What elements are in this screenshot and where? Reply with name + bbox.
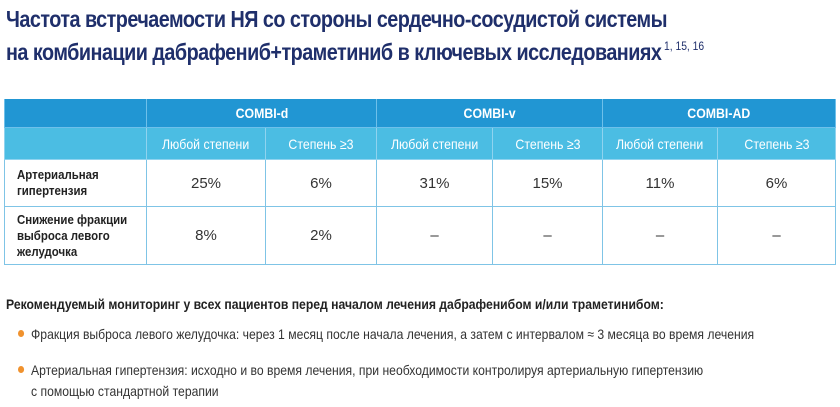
cell: 15% <box>492 159 604 207</box>
cell: – <box>717 206 837 265</box>
table-row: Снижение фракции выброса левого желудочк… <box>4 206 837 265</box>
cell: 25% <box>146 159 266 207</box>
table-row: Артериальная гипертензия 25% 6% 31% 15% … <box>4 159 837 207</box>
row-label: Артериальная гипертензия <box>4 159 147 207</box>
title-line-2: на комбинации дабрафениб+траметиниб в кл… <box>6 39 705 65</box>
cell: 11% <box>602 159 719 207</box>
subheader: Любой степени <box>602 127 719 160</box>
subheader: Степень ≥3 <box>492 127 604 160</box>
subheader-empty <box>4 127 147 160</box>
cell: – <box>602 206 719 265</box>
title-line-1: Частота встречаемости НЯ со стороны серд… <box>6 6 667 32</box>
subheader: Любой степени <box>376 127 494 160</box>
cell: 31% <box>376 159 494 207</box>
list-item: Фракция выброса левого желудочка: через … <box>18 324 754 345</box>
cell: 6% <box>264 159 378 207</box>
cell: – <box>492 206 604 265</box>
cell: 6% <box>717 159 837 207</box>
subheader: Любой степени <box>146 127 266 160</box>
group-header: COMBI-v <box>376 99 604 128</box>
group-header: COMBI-AD <box>602 99 837 128</box>
subheader: Степень ≥3 <box>264 127 378 160</box>
cell: 2% <box>264 206 378 265</box>
references: 1, 15, 16 <box>663 39 705 53</box>
bullet-dot-icon <box>18 330 25 337</box>
cell: – <box>376 206 494 265</box>
row-label: Снижение фракции выброса левого желудочк… <box>4 206 147 265</box>
header-empty <box>4 99 147 128</box>
adverse-events-table: COMBI-d COMBI-v COMBI-AD Любой степени С… <box>4 99 837 265</box>
subheader: Степень ≥3 <box>717 127 837 160</box>
bullet-dot-icon <box>18 366 25 373</box>
list-item: Артериальная гипертензия: исходно и во в… <box>18 360 703 402</box>
page-title: Частота встречаемости НЯ со стороны серд… <box>6 6 704 66</box>
cell: 8% <box>146 206 266 265</box>
monitoring-heading: Рекомендуемый мониторинг у всех пациенто… <box>6 296 664 312</box>
group-header: COMBI-d <box>145 99 378 128</box>
